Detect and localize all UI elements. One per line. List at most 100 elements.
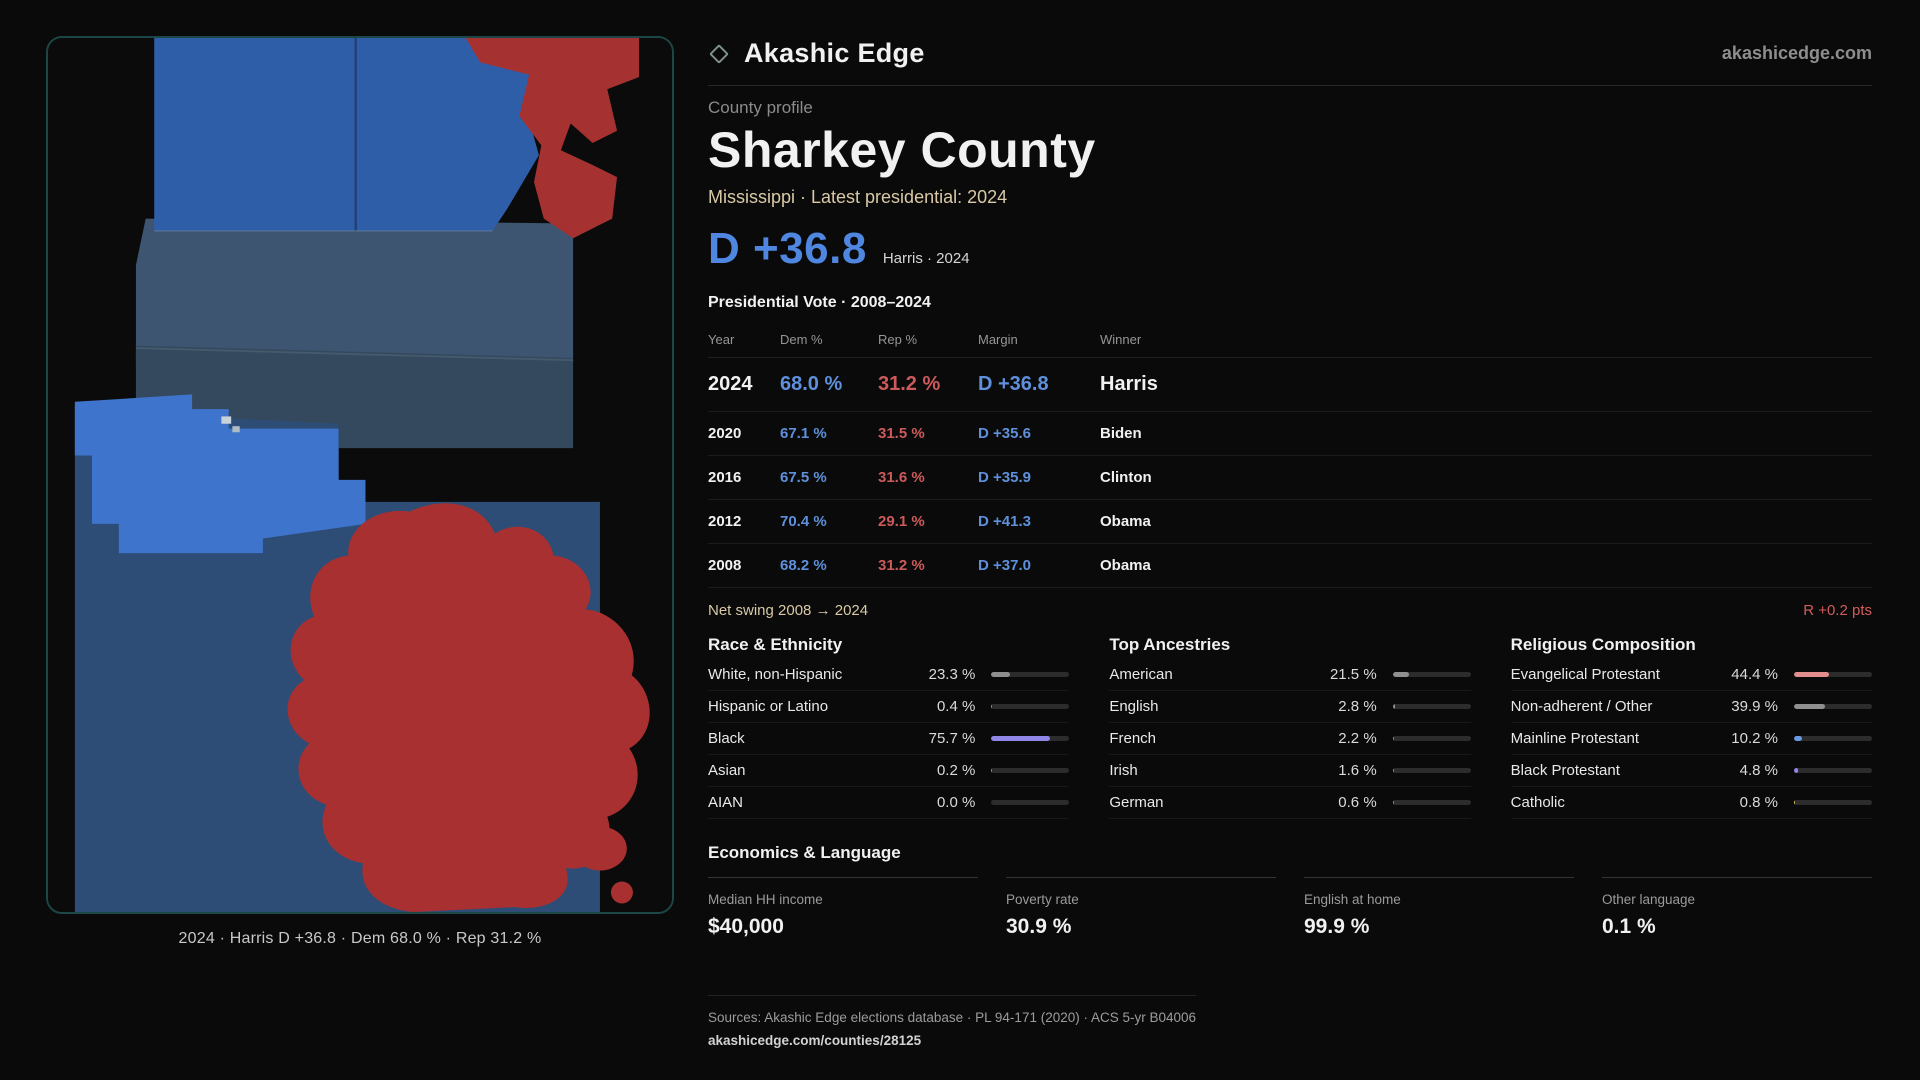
map-region-rep-fragment-1 bbox=[573, 826, 627, 871]
demo-bar-fill bbox=[991, 767, 993, 773]
demo-row: German 0.6 % bbox=[1109, 787, 1471, 819]
vote-table-title: Presidential Vote · 2008–2024 bbox=[708, 293, 931, 311]
cell-margin: D +35.6 bbox=[978, 424, 1031, 442]
stat-value: 0.1 % bbox=[1602, 914, 1656, 938]
map-speck-1 bbox=[221, 416, 232, 424]
county-map-card bbox=[46, 36, 674, 914]
demo-row: Irish 1.6 % bbox=[1109, 755, 1471, 787]
cell-year: 2024 bbox=[708, 372, 753, 395]
county-subtitle: Mississippi · Latest presidential: 2024 bbox=[708, 186, 1008, 207]
cell-rep: 29.1 % bbox=[878, 512, 925, 530]
page-title: Sharkey County bbox=[708, 122, 1096, 178]
demo-value: 39.9 % bbox=[1731, 697, 1778, 715]
kicker: County profile bbox=[708, 98, 813, 117]
stat-label: Other language bbox=[1602, 891, 1696, 907]
demo-bar bbox=[1392, 703, 1471, 709]
demo-value: 75.7 % bbox=[928, 729, 976, 747]
religion-column: Religious Composition Evangelical Protes… bbox=[1510, 629, 1872, 819]
demo-bar-fill bbox=[991, 703, 993, 709]
demo-row: English 2.8 % bbox=[1109, 691, 1471, 723]
cell-margin: D +37.0 bbox=[978, 556, 1031, 574]
demo-bar bbox=[991, 671, 1070, 677]
margin-headline: D +36.8 Harris · 2024 bbox=[708, 224, 1872, 274]
map-boundary-line bbox=[135, 347, 574, 362]
header-row: Akashic Edge akashicedge.com bbox=[708, 34, 1872, 69]
map-region-northeast-rep bbox=[465, 38, 640, 239]
demo-label: White, non-Hispanic bbox=[708, 665, 843, 683]
demo-row: Black Protestant 4.8 % bbox=[1510, 755, 1872, 787]
demo-bar bbox=[1392, 799, 1471, 805]
header-divider bbox=[708, 85, 1872, 86]
demo-bar bbox=[1392, 767, 1471, 773]
demo-row: French 2.2 % bbox=[1109, 723, 1471, 755]
demo-bar bbox=[1392, 671, 1471, 677]
cell-dem: 67.1 % bbox=[780, 424, 827, 442]
footer-sources: Sources: Akashic Edge elections database… bbox=[708, 1009, 1197, 1025]
margin-value: D +36.8 bbox=[708, 223, 867, 273]
demo-value: 0.6 % bbox=[1338, 793, 1377, 811]
diamond-logo-icon bbox=[709, 43, 729, 64]
demo-label: Evangelical Protestant bbox=[1510, 665, 1660, 683]
net-swing-value: R +0.2 pts bbox=[1803, 601, 1872, 619]
cell-margin: D +35.9 bbox=[978, 468, 1031, 486]
demo-bar bbox=[1794, 799, 1872, 805]
cell-year: 2020 bbox=[708, 424, 742, 442]
map-region-west-dem-bright bbox=[74, 394, 366, 554]
map-region-rep-fragment-2 bbox=[610, 881, 633, 904]
margin-context: Harris · 2024 bbox=[882, 249, 970, 267]
map-speck-2 bbox=[232, 426, 240, 433]
demographics-grid: Race & Ethnicity White, non-Hispanic 23.… bbox=[708, 629, 1872, 819]
col-dem: Dem % bbox=[780, 331, 823, 347]
cell-margin: D +36.8 bbox=[978, 372, 1049, 395]
demo-label: Hispanic or Latino bbox=[708, 697, 829, 715]
demo-bar-fill bbox=[1392, 703, 1395, 709]
cell-dem: 70.4 % bbox=[780, 512, 827, 530]
col-year: Year bbox=[708, 331, 735, 347]
demo-bar-fill bbox=[1794, 799, 1796, 805]
footer-permalink[interactable]: akashicedge.com/counties/28125 bbox=[708, 1032, 922, 1048]
net-swing-label: Net swing 2008 → 2024 bbox=[708, 601, 869, 619]
site-link[interactable]: akashicedge.com bbox=[1721, 43, 1872, 63]
stat-label: Median HH income bbox=[708, 891, 823, 907]
demo-bar-fill bbox=[1794, 767, 1798, 773]
vote-row-2020: 2020 67.1 % 31.5 % D +35.6 Biden bbox=[708, 412, 1872, 456]
demo-label: Mainline Protestant bbox=[1510, 729, 1640, 747]
demo-label: AIAN bbox=[708, 793, 744, 811]
demo-bar bbox=[991, 799, 1070, 805]
demo-label: English bbox=[1109, 697, 1159, 715]
demo-bar bbox=[1794, 671, 1872, 677]
cell-rep: 31.5 % bbox=[878, 424, 925, 442]
map-caption: 2024 · Harris D +36.8 · Dem 68.0 % · Rep… bbox=[178, 930, 542, 947]
map-region-mid-band-2 bbox=[135, 345, 574, 449]
county-precinct-map[interactable] bbox=[48, 38, 672, 912]
stat-value: $40,000 bbox=[708, 914, 784, 938]
demo-value: 10.2 % bbox=[1731, 729, 1778, 747]
demo-value: 0.4 % bbox=[936, 697, 976, 715]
cell-dem: 67.5 % bbox=[780, 468, 827, 486]
demo-row: White, non-Hispanic 23.3 % bbox=[708, 659, 1070, 691]
stat-label: Poverty rate bbox=[1006, 891, 1079, 907]
demo-value: 4.8 % bbox=[1739, 761, 1778, 779]
stat-poverty-rate: Poverty rate 30.9 % bbox=[1006, 876, 1276, 939]
demo-bar-fill bbox=[1392, 767, 1394, 773]
demo-row: Asian 0.2 % bbox=[708, 755, 1070, 787]
demo-row: Mainline Protestant 10.2 % bbox=[1510, 723, 1872, 755]
demo-value: 2.2 % bbox=[1338, 729, 1377, 747]
demo-value: 2.8 % bbox=[1338, 697, 1377, 715]
race-ethnicity-column: Race & Ethnicity White, non-Hispanic 23.… bbox=[708, 629, 1070, 819]
stat-value: 30.9 % bbox=[1006, 914, 1072, 938]
demo-label: American bbox=[1109, 665, 1173, 683]
demo-label: Irish bbox=[1109, 761, 1138, 779]
stat-value: 99.9 % bbox=[1304, 914, 1370, 938]
ancestries-column: Top Ancestries American 21.5 % English 2… bbox=[1109, 629, 1471, 819]
col-rep: Rep % bbox=[878, 331, 918, 347]
county-profile-panel: Akashic Edge akashicedge.com County prof… bbox=[708, 34, 1872, 1050]
map-region-north-dem bbox=[154, 38, 564, 231]
footer: Sources: Akashic Edge elections database… bbox=[708, 994, 1197, 1050]
cell-year: 2012 bbox=[708, 512, 742, 530]
demo-label: French bbox=[1109, 729, 1157, 747]
demo-bar-fill bbox=[1392, 735, 1395, 741]
demo-bar-fill bbox=[991, 671, 1010, 677]
demo-bar-fill bbox=[1794, 703, 1826, 709]
